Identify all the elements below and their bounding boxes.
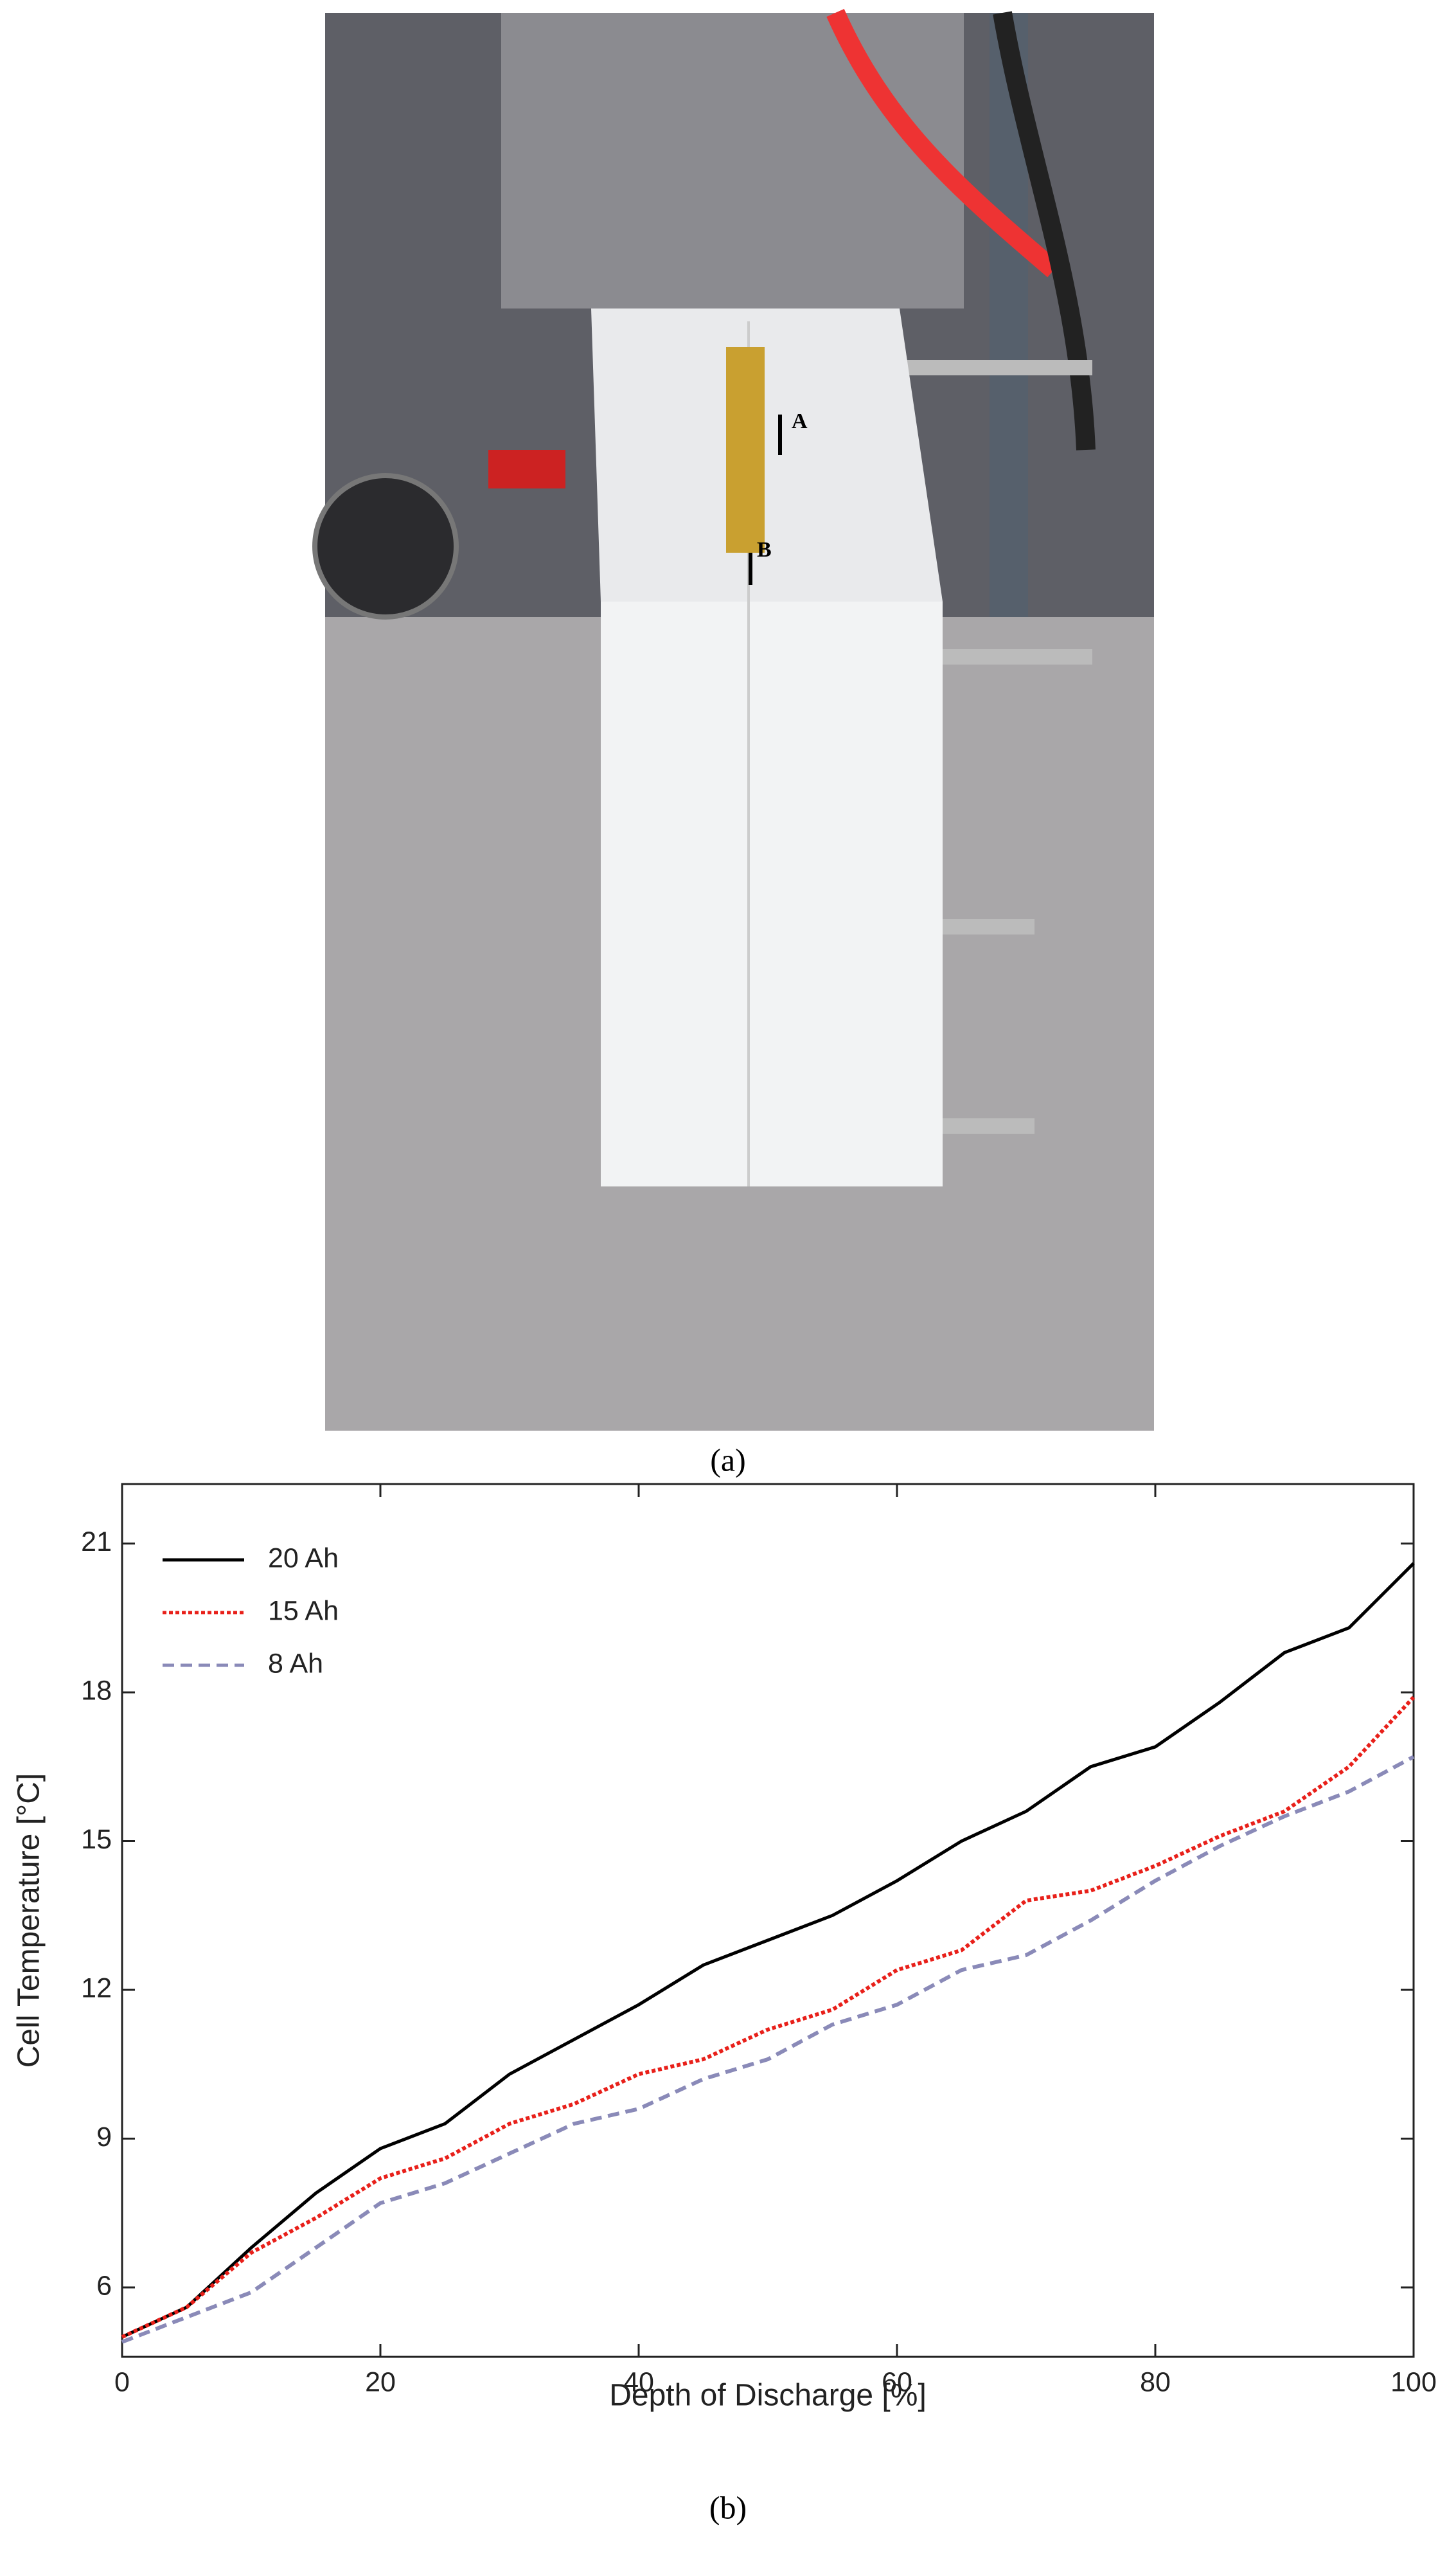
cell-tab (726, 347, 765, 553)
x-tick-label: 100 (1390, 2366, 1437, 2397)
rack-panel (501, 13, 964, 309)
switch (488, 450, 565, 488)
block-front (601, 602, 943, 1186)
y-tick-label: 6 (96, 2270, 112, 2301)
series-line (121, 1755, 1415, 2344)
x-tick-label: 0 (114, 2366, 130, 2397)
y-tick-label: 15 (81, 1824, 112, 1855)
marker-label: B (757, 538, 772, 562)
series-line (121, 1695, 1416, 2339)
y-tick-label: 12 (81, 1972, 112, 2003)
bolt (938, 649, 1092, 665)
block-top (591, 309, 943, 602)
plot-frame (121, 1483, 1415, 2358)
legend-label: 20 Ah (268, 1543, 339, 1573)
y-tick-label: 21 (81, 1526, 112, 1557)
x-tick-label: 60 (882, 2366, 912, 2397)
x-axis-label: Depth of Discharge [%] (609, 2379, 927, 2413)
series-line (121, 1562, 1415, 2339)
fan (312, 473, 459, 620)
photo: A B (312, 8, 1154, 1431)
legend-label: 8 Ah (268, 1648, 323, 1679)
bolt (925, 1118, 1034, 1134)
x-tick-label: 20 (365, 2366, 396, 2397)
cable (993, 11, 1096, 451)
y-tick-label: 18 (81, 1675, 112, 1706)
marker-label: A (792, 409, 808, 433)
caption: (a) (710, 1442, 746, 1478)
legend-label: 15 Ah (268, 1595, 339, 1626)
y-tick-label: 9 (96, 2122, 112, 2152)
bolt (925, 919, 1034, 935)
x-tick-label: 80 (1140, 2366, 1171, 2397)
bolt (900, 360, 1092, 375)
cable (826, 8, 1060, 278)
x-tick-label: 40 (623, 2366, 654, 2397)
caption: (b) (709, 2489, 747, 2525)
y-axis-label: Cell Temperature [°C] (12, 1773, 46, 2068)
